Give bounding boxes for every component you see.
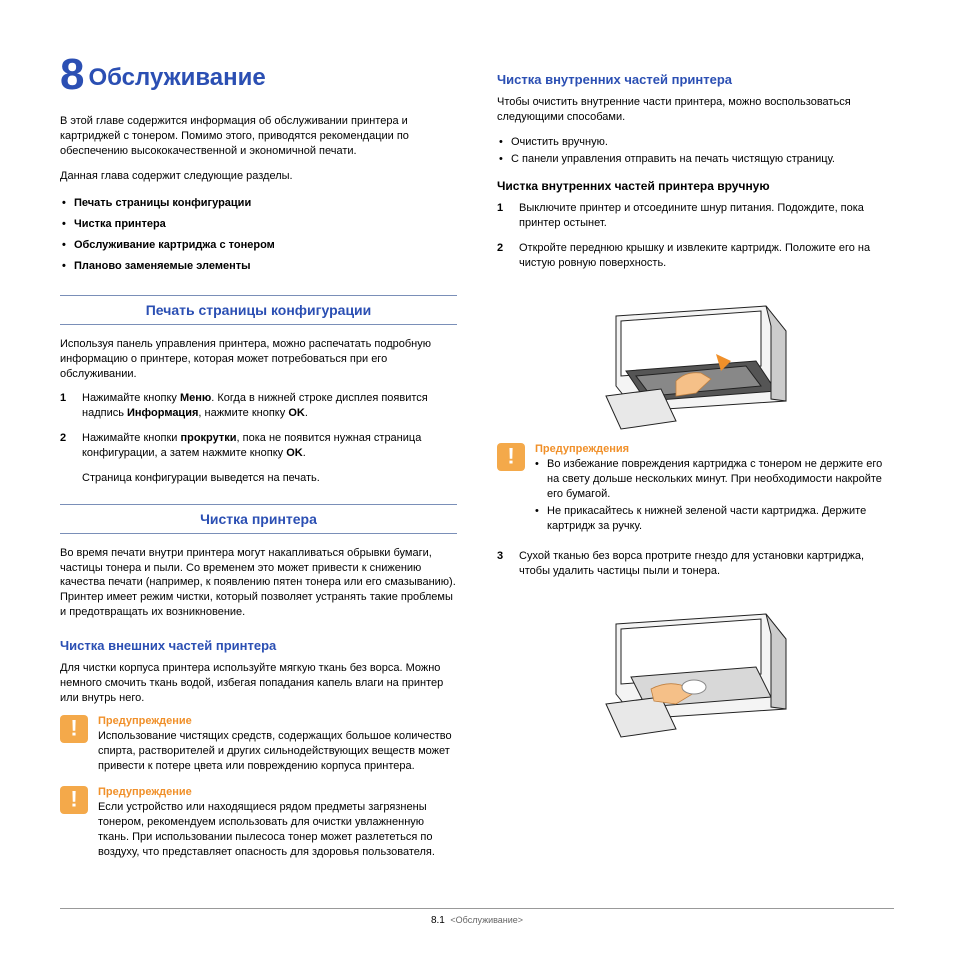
- warning-icon: [497, 443, 525, 471]
- left-column: 8Обслуживание В этой главе содержится ин…: [60, 50, 457, 871]
- internal-intro: Чтобы очистить внутренние части принтера…: [497, 95, 894, 125]
- subheader-external: Чистка внешних частей принтера: [60, 638, 457, 653]
- toc-item: Чистка принтера: [74, 214, 457, 235]
- config-steps: 1 Нажимайте кнопку Меню. Когда в нижней …: [60, 391, 457, 460]
- warning-icon: [60, 786, 88, 814]
- step-number: 3: [497, 549, 519, 579]
- warning-block: Предупреждение Если устройство или наход…: [60, 786, 457, 859]
- step-number: 2: [60, 431, 82, 461]
- chapter-toc: Печать страницы конфигурации Чистка прин…: [60, 193, 457, 277]
- external-intro: Для чистки корпуса принтера используйте …: [60, 661, 457, 706]
- toc-item: Обслуживание картриджа с тонером: [74, 235, 457, 256]
- clean-intro: Во время печати внутри принтера могут на…: [60, 546, 457, 620]
- step-number: 1: [497, 201, 519, 231]
- footer-section-name: <Обслуживание>: [450, 915, 523, 925]
- config-after: Страница конфигурации выведется на печат…: [60, 471, 457, 486]
- section-header-config: Печать страницы конфигурации: [60, 295, 457, 325]
- chapter-title-text: Обслуживание: [88, 64, 265, 91]
- toc-item: Печать страницы конфигурации: [74, 193, 457, 214]
- warning-body: Предупреждения Во избежание повреждения …: [535, 443, 894, 537]
- step-number: 2: [497, 241, 519, 271]
- warning-title: Предупреждение: [98, 786, 457, 798]
- method-item: С панели управления отправить на печать …: [511, 152, 894, 167]
- step-1: 1 Выключите принтер и отсоедините шнур п…: [497, 201, 894, 231]
- warning-title: Предупреждение: [98, 715, 457, 727]
- step-text: Выключите принтер и отсоедините шнур пит…: [519, 201, 894, 231]
- page-footer: 8.1 <Обслуживание>: [60, 908, 894, 926]
- intro-paragraph-2: Данная глава содержит следующие разделы.: [60, 169, 457, 184]
- config-intro: Используя панель управления принтера, мо…: [60, 337, 457, 382]
- warning-text: Использование чистящих средств, содержащ…: [98, 729, 457, 774]
- step-text: Нажимайте кнопку Меню. Когда в нижней ст…: [82, 391, 457, 421]
- right-column: Чистка внутренних частей принтера Чтобы …: [497, 50, 894, 871]
- subheader-internal: Чистка внутренних частей принтера: [497, 72, 894, 87]
- warning-bullet-list: Во избежание повреждения картриджа с тон…: [535, 457, 894, 534]
- step-3: 3 Сухой тканью без ворса протрите гнездо…: [497, 549, 894, 579]
- manual-clean-steps: 1 Выключите принтер и отсоедините шнур п…: [497, 201, 894, 270]
- warning-block: Предупреждение Использование чистящих ср…: [60, 715, 457, 774]
- printer-open-illustration: [576, 281, 816, 431]
- step-1: 1 Нажимайте кнопку Меню. Когда в нижней …: [60, 391, 457, 421]
- step-text: Нажимайте кнопки прокрутки, пока не появ…: [82, 431, 457, 461]
- step-text: Сухой тканью без ворса протрите гнездо д…: [519, 549, 894, 579]
- warning-bullet: Не прикасайтесь к нижней зеленой части к…: [547, 504, 894, 534]
- printer-wipe-illustration: [576, 589, 816, 739]
- warning-body: Предупреждение Если устройство или наход…: [98, 786, 457, 859]
- subheader-manual-clean: Чистка внутренних частей принтера вручну…: [497, 179, 894, 193]
- intro-paragraph-1: В этой главе содержится информация об об…: [60, 114, 457, 159]
- warning-block: Предупреждения Во избежание повреждения …: [497, 443, 894, 537]
- manual-clean-step-3: 3 Сухой тканью без ворса протрите гнездо…: [497, 549, 894, 579]
- step-2: 2 Откройте переднюю крышку и извлеките к…: [497, 241, 894, 271]
- warning-icon: [60, 715, 88, 743]
- warning-body: Предупреждение Использование чистящих ср…: [98, 715, 457, 774]
- step-number: 1: [60, 391, 82, 421]
- step-2: 2 Нажимайте кнопки прокрутки, пока не по…: [60, 431, 457, 461]
- toc-item: Планово заменяемые элементы: [74, 256, 457, 277]
- chapter-heading: 8Обслуживание: [60, 50, 457, 100]
- warning-text: Если устройство или находящиеся рядом пр…: [98, 800, 457, 859]
- warning-title: Предупреждения: [535, 443, 894, 455]
- two-column-layout: 8Обслуживание В этой главе содержится ин…: [60, 50, 894, 871]
- step-text: Откройте переднюю крышку и извлеките кар…: [519, 241, 894, 271]
- chapter-number: 8: [60, 50, 84, 99]
- method-item: Очистить вручную.: [511, 135, 894, 150]
- clean-methods: Очистить вручную. С панели управления от…: [497, 135, 894, 168]
- warning-bullet: Во избежание повреждения картриджа с тон…: [547, 457, 894, 502]
- page-number: 8.1: [431, 915, 445, 926]
- section-header-clean: Чистка принтера: [60, 504, 457, 534]
